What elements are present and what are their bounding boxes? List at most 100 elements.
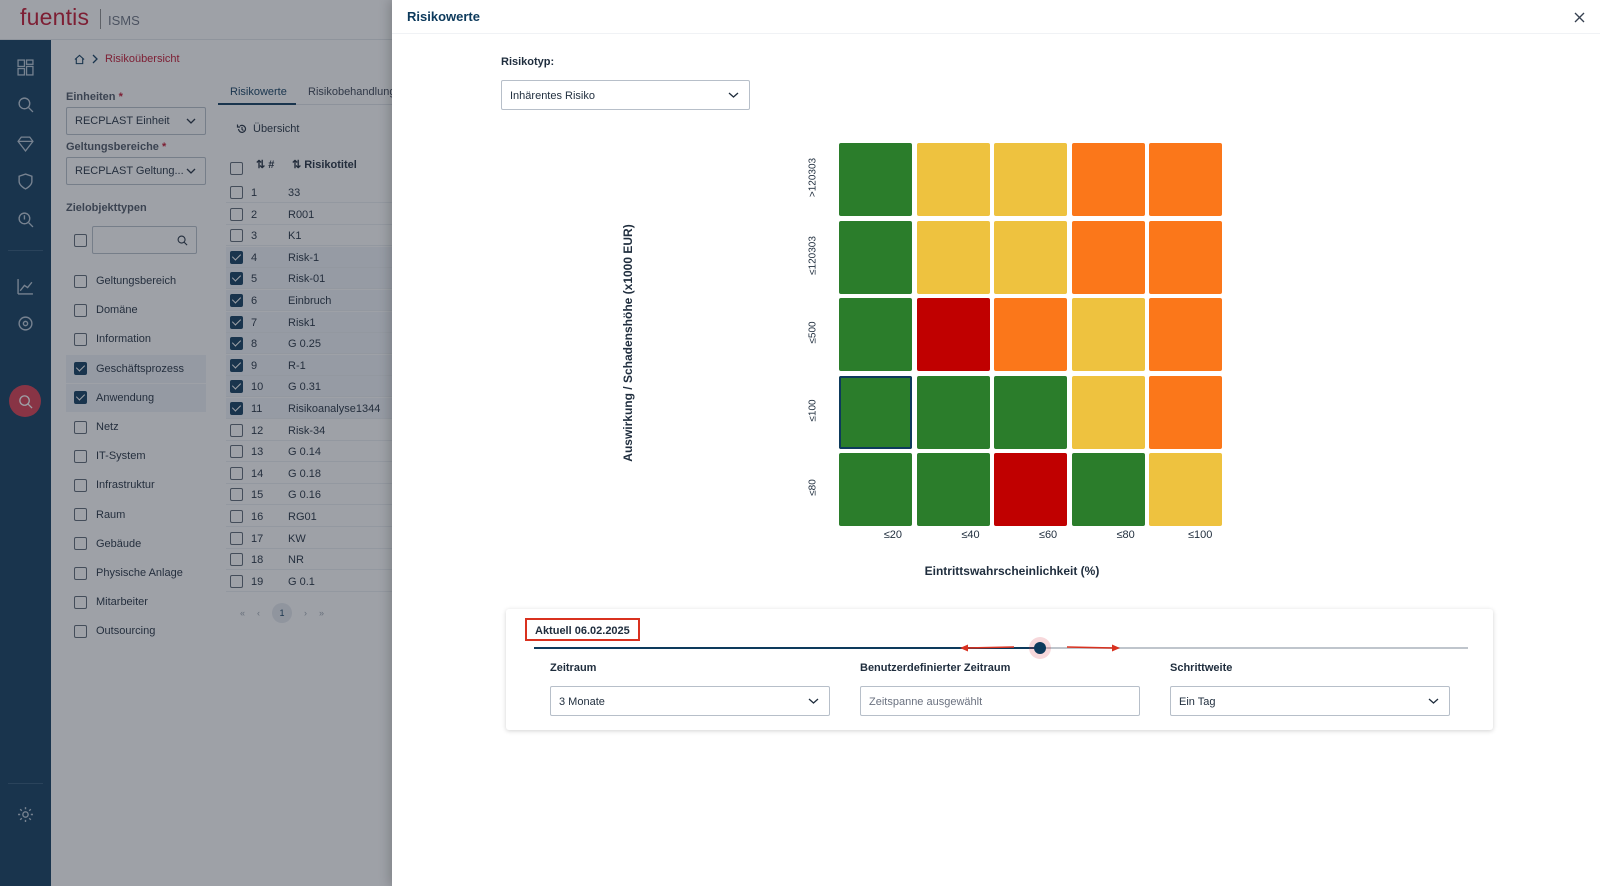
row-checkbox[interactable]	[230, 402, 243, 415]
row-checkbox[interactable]	[230, 380, 243, 394]
matrix-cell-green[interactable]	[839, 143, 912, 216]
row-checkbox[interactable]	[230, 423, 243, 437]
table-row[interactable]: 2 R001	[226, 204, 392, 225]
object-type-item[interactable]: IT-System	[66, 442, 206, 470]
brand-logo[interactable]: fuentis	[20, 4, 90, 30]
row-checkbox[interactable]	[230, 315, 243, 329]
row-checkbox[interactable]	[230, 294, 243, 307]
matrix-cell-red[interactable]	[994, 453, 1068, 527]
object-type-checkbox[interactable]	[74, 449, 87, 463]
table-row[interactable]: 6 Einbruch	[226, 290, 392, 311]
row-checkbox[interactable]	[230, 553, 243, 567]
table-row[interactable]: 5 Risk-01	[226, 268, 392, 290]
table-row[interactable]: 3 K1	[226, 225, 392, 247]
sort-title-header[interactable]: ⇅ Risikotitel	[292, 158, 357, 172]
chart-icon[interactable]	[14, 275, 36, 297]
shield-icon[interactable]	[14, 170, 36, 192]
modal-backdrop[interactable]	[0, 0, 392, 886]
table-row[interactable]: 1 33	[226, 182, 392, 203]
table-row[interactable]: 12 Risk-34	[226, 420, 392, 441]
object-type-checkbox[interactable]	[74, 566, 87, 580]
matrix-cell-yellow[interactable]	[1149, 453, 1223, 527]
matrix-cell-orange[interactable]	[1071, 220, 1145, 294]
row-checkbox[interactable]	[230, 337, 243, 351]
risk-type-select[interactable]: Inhärentes Risiko	[501, 80, 750, 110]
row-checkbox[interactable]	[230, 272, 243, 286]
matrix-cell-orange[interactable]	[1149, 298, 1223, 372]
tab-risk-treatment[interactable]: Risikobehandlunge	[308, 86, 402, 98]
row-checkbox[interactable]	[230, 229, 243, 243]
object-type-checkbox[interactable]	[74, 274, 87, 288]
select-all-rows-checkbox[interactable]	[230, 162, 243, 175]
matrix-cell-green[interactable]	[839, 453, 912, 527]
table-row[interactable]: 13 G 0.14	[226, 441, 392, 463]
table-row[interactable]: 11 Risikoanalyse1344	[226, 398, 392, 419]
object-type-item[interactable]: Netz	[66, 413, 206, 441]
object-type-item[interactable]: Mitarbeiter	[66, 588, 206, 616]
search-analysis-icon[interactable]	[14, 93, 36, 115]
row-checkbox[interactable]	[230, 445, 243, 459]
table-row[interactable]: 16 RG01	[226, 506, 392, 527]
units-select[interactable]: RECPLAST Einheit	[66, 107, 206, 135]
last-page-button[interactable]: »	[319, 608, 325, 618]
object-type-item[interactable]: Raum	[66, 501, 206, 529]
matrix-cell-yellow[interactable]	[994, 143, 1068, 216]
current-page[interactable]: 1	[272, 603, 293, 623]
table-row[interactable]: 4 Risk-1	[226, 246, 392, 268]
close-button[interactable]	[1571, 9, 1587, 25]
table-row[interactable]: 17 KW	[226, 528, 392, 549]
diamond-icon[interactable]	[14, 132, 36, 154]
scopes-select[interactable]: RECPLAST Geltung...	[66, 157, 206, 185]
step-select[interactable]: Ein Tag	[1170, 686, 1450, 716]
overview-button[interactable]: Übersicht	[236, 123, 299, 135]
matrix-cell-yellow[interactable]	[994, 220, 1068, 294]
matrix-cell-green[interactable]	[994, 375, 1068, 449]
row-checkbox[interactable]	[230, 358, 243, 372]
object-type-checkbox[interactable]	[74, 624, 87, 638]
matrix-cell-red[interactable]	[916, 298, 990, 372]
object-type-item[interactable]: Geltungsbereich	[66, 267, 206, 295]
row-checkbox[interactable]	[230, 207, 243, 221]
table-row[interactable]: 7 Risk1	[226, 311, 392, 333]
type-search-input[interactable]	[92, 226, 197, 254]
table-row[interactable]: 19 G 0.1	[226, 571, 392, 592]
matrix-cell-green[interactable]	[839, 220, 912, 294]
object-type-item[interactable]: Domäne	[66, 296, 206, 324]
tab-risk-values[interactable]: Risikowerte	[230, 86, 287, 98]
row-checkbox[interactable]	[230, 531, 243, 545]
matrix-cell-yellow[interactable]	[916, 143, 990, 216]
object-type-item[interactable]: Geschäftsprozess	[66, 354, 206, 383]
matrix-cell-orange[interactable]	[994, 298, 1068, 372]
table-row[interactable]: 18 NR	[226, 549, 392, 571]
period-select[interactable]: 3 Monate	[550, 686, 830, 716]
first-page-button[interactable]: «	[240, 608, 246, 618]
matrix-cell-yellow[interactable]	[1071, 298, 1145, 372]
home-icon[interactable]	[74, 54, 85, 65]
sort-number-header[interactable]: ⇅ #	[256, 158, 274, 172]
matrix-cell-orange[interactable]	[1149, 375, 1223, 449]
table-row[interactable]: 14 G 0.18	[226, 463, 392, 484]
matrix-cell-green[interactable]	[839, 375, 912, 449]
row-checkbox[interactable]	[230, 186, 243, 199]
object-type-checkbox[interactable]	[74, 537, 87, 551]
next-page-button[interactable]: ›	[304, 608, 308, 618]
object-type-checkbox[interactable]	[74, 508, 87, 522]
object-type-item[interactable]: Anwendung	[66, 383, 206, 412]
table-row[interactable]: 15 G 0.16	[226, 484, 392, 506]
object-type-item[interactable]: Physische Anlage	[66, 559, 206, 587]
row-checkbox[interactable]	[230, 466, 243, 480]
matrix-cell-yellow[interactable]	[1071, 375, 1145, 449]
object-type-checkbox[interactable]	[74, 595, 87, 609]
matrix-cell-green[interactable]	[916, 453, 990, 527]
object-type-checkbox[interactable]	[74, 478, 87, 492]
custom-period-input[interactable]: Zeitspanne ausgewählt	[860, 686, 1140, 716]
select-all-types-checkbox[interactable]	[74, 234, 87, 247]
object-type-item[interactable]: Outsourcing	[66, 617, 206, 645]
risk-overview-nav-icon[interactable]	[9, 385, 41, 417]
row-checkbox[interactable]	[230, 488, 243, 502]
table-row[interactable]: 9 R-1	[226, 354, 392, 376]
matrix-cell-green[interactable]	[1071, 453, 1145, 527]
row-checkbox[interactable]	[230, 510, 243, 523]
radar-icon[interactable]	[14, 312, 36, 334]
object-type-checkbox[interactable]	[74, 420, 87, 434]
